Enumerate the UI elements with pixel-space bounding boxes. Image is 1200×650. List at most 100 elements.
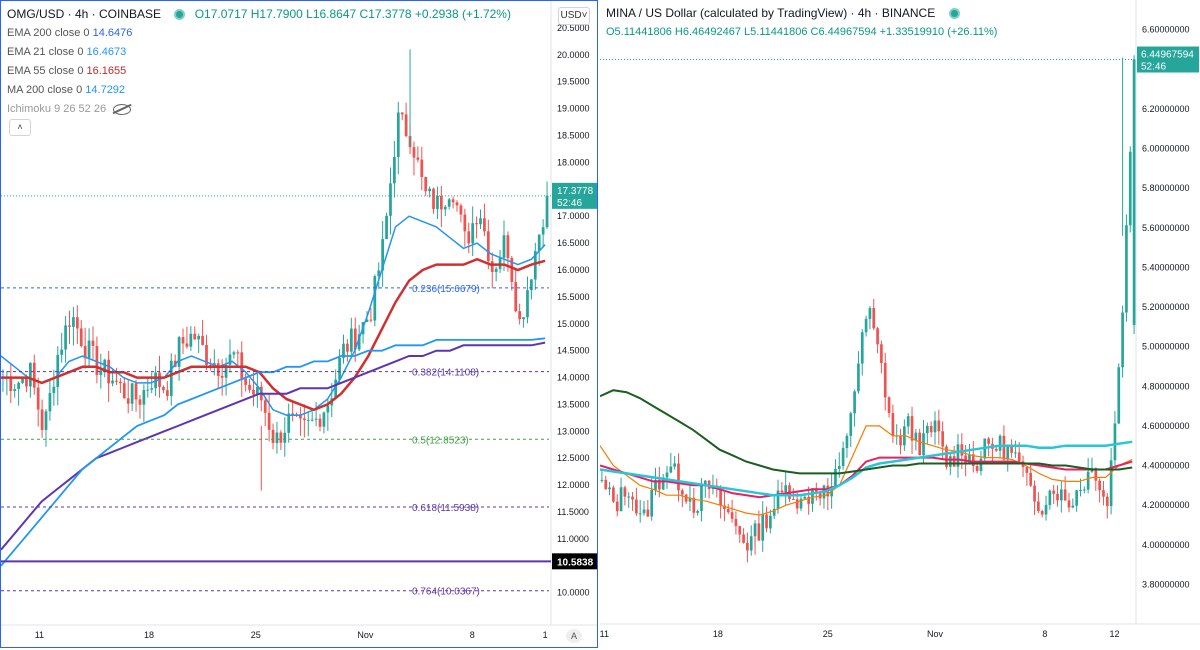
candle-body	[365, 319, 369, 322]
candle-body	[742, 534, 745, 543]
mina-symbol-title[interactable]: MINA / US Dollar (calculated by TradingV…	[606, 6, 936, 20]
candle-body	[749, 536, 753, 551]
candle-body	[1048, 490, 1052, 505]
indicator-value: 14.6476	[92, 27, 133, 39]
price-tick-label: 12.5000	[557, 453, 590, 463]
candle-body	[834, 468, 837, 487]
price-tick-label: 18.0000	[557, 157, 590, 167]
price-tick-label: 13.5000	[557, 399, 590, 409]
candle-body	[803, 496, 807, 499]
horizontal-line-badge	[552, 553, 597, 570]
candle-body	[60, 349, 64, 355]
candle-body	[518, 311, 522, 320]
candle-body	[623, 487, 627, 497]
candle-body	[283, 432, 287, 443]
indicator-row-ema55[interactable]: EMA 55 close 0 16.1655	[7, 62, 511, 81]
candle-body	[201, 335, 204, 345]
candle-body	[987, 438, 990, 444]
chevron-down-icon: ˅	[581, 10, 588, 21]
candle-body	[998, 435, 1002, 451]
candle-body	[899, 435, 902, 446]
omg-symbol-title[interactable]: OMG/USD · 4h · COINBASE	[7, 7, 162, 21]
mina-chart-canvas[interactable]: 3.80000000 4.00000000 4.20000000 4.40000000…	[600, 0, 1200, 648]
candle-body	[876, 328, 879, 345]
candle-body	[169, 360, 173, 396]
fib-level-label: 0.382(14.1108)	[412, 368, 479, 379]
fib-level-label: 0.618(11.5938)	[412, 503, 479, 514]
candle-body	[654, 480, 657, 490]
fib-level-label: 0.764(10.0367)	[412, 587, 480, 598]
last-price-badge-text: 17.3778	[557, 186, 594, 197]
candle-body	[416, 157, 420, 160]
candle-body	[334, 379, 338, 399]
candle-body	[150, 388, 154, 390]
indicator-row-ma200[interactable]: MA 200 close 0 14.7292	[7, 81, 511, 100]
candle-body	[526, 290, 529, 318]
price-tick-label: 20.5000	[557, 23, 590, 33]
indicator-row-ema200[interactable]: EMA 200 close 0 14.6476	[7, 24, 511, 43]
hidden-eye-icon[interactable]	[113, 103, 132, 115]
candle-body	[197, 335, 201, 340]
candle-body	[906, 416, 910, 427]
candle-body	[926, 425, 929, 434]
candle-body	[956, 444, 960, 467]
omg-chart-pane[interactable]: 10.000010.500011.000011.500012.000012.50…	[0, 0, 598, 648]
price-tick-label: 5.60000000	[1142, 223, 1190, 233]
candle-body	[396, 112, 400, 158]
candle-body	[240, 352, 244, 379]
candle-body	[849, 413, 853, 436]
candle-body	[357, 334, 361, 350]
auto-scale-button[interactable]: A	[566, 629, 582, 643]
candle-body	[83, 346, 87, 359]
currency-select[interactable]: USD˅	[558, 7, 590, 25]
candle-body	[522, 317, 525, 320]
omg-chart-canvas[interactable]: 10.000010.500011.000011.500012.000012.50…	[1, 1, 598, 648]
candle-body	[650, 489, 654, 517]
candle-body	[761, 514, 765, 541]
collapse-legend-button[interactable]: ˄	[9, 119, 31, 136]
candle-body	[318, 418, 322, 427]
candle-body	[1071, 505, 1075, 508]
candle-body	[310, 419, 314, 421]
candle-body	[1006, 445, 1010, 460]
candle-body	[684, 494, 688, 502]
candle-body	[1117, 367, 1121, 424]
candle-body	[661, 477, 665, 490]
price-tick-label: 4.80000000	[1142, 381, 1190, 391]
candle-body	[757, 523, 761, 541]
indicator-row-ichimoku[interactable]: Ichimoku 9 26 52 26	[7, 100, 511, 119]
candle-body	[857, 363, 860, 392]
candle-body	[463, 214, 467, 232]
indicator-row-ema21[interactable]: EMA 21 close 0 16.4673	[7, 43, 511, 62]
candle-body	[248, 384, 251, 390]
countdown-text: 52:46	[1141, 61, 1166, 72]
candle-body	[726, 509, 730, 513]
price-tick-label: 11.0000	[557, 534, 589, 544]
moving-average-line	[600, 389, 1133, 475]
price-tick-label: 6.60000000	[1142, 25, 1190, 35]
candle-body	[64, 325, 67, 350]
candle-body	[130, 383, 134, 404]
candle-body	[146, 389, 150, 391]
candle-body	[853, 391, 856, 414]
candle-body	[680, 490, 684, 495]
candle-body	[860, 332, 864, 364]
candle-body	[216, 363, 220, 376]
candle-body	[1052, 490, 1056, 494]
price-tick-label: 10.0000	[557, 588, 590, 598]
candle-body	[134, 383, 138, 400]
fib-level-label: 0.5(12.8523)	[412, 435, 469, 446]
candle-body	[436, 195, 439, 209]
candle-body	[1113, 423, 1117, 461]
candle-body	[244, 378, 248, 385]
last-price-badge	[552, 182, 597, 209]
time-tick-label: 11	[600, 629, 609, 639]
candle-body	[95, 345, 99, 375]
price-tick-label: 13.0000	[557, 426, 590, 436]
indicator-value: 16.1655	[86, 65, 127, 77]
mina-chart-pane[interactable]: 3.80000000 4.00000000 4.20000000 4.40000000…	[600, 0, 1200, 648]
candle-body	[1102, 490, 1105, 497]
candle-body	[891, 413, 895, 436]
candle-body	[220, 375, 224, 378]
candle-body	[1079, 489, 1082, 491]
